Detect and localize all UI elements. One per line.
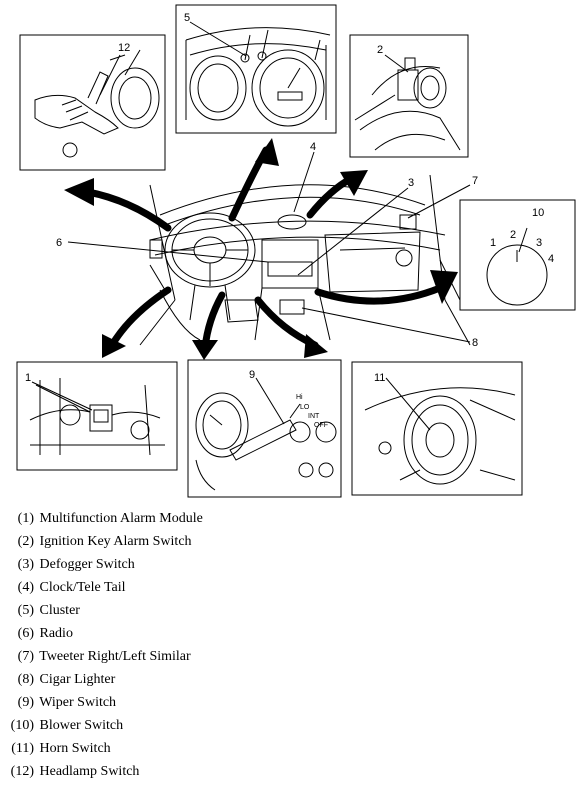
callout-3: 3 [408, 177, 414, 189]
legend-item: (6) Radio [0, 622, 583, 645]
legend-label: Radio [39, 626, 73, 641]
dial-position-2: 2 [510, 229, 516, 241]
alarm-module-detail [29, 378, 165, 456]
legend-item: (2) Ignition Key Alarm Switch [0, 530, 583, 553]
leader-1 [31, 381, 93, 411]
leader-6 [67, 241, 269, 263]
legend-label: Defogger Switch [39, 557, 135, 572]
legend-item: (4) Clock/Tele Tail [0, 576, 583, 599]
dashboard-diagram: 12 5 2 4 3 7 6 10 8 1 9 11 1 2 3 4 Hi LO… [16, 4, 576, 498]
ignition-switch-detail [354, 57, 461, 151]
callout-11: 11 [374, 372, 385, 384]
leader-3 [297, 187, 409, 276]
inset-blower-switch [459, 199, 576, 311]
legend-label: Headlamp Switch [39, 764, 140, 779]
inset-horn-switch [351, 361, 523, 496]
callout-12: 12 [118, 42, 130, 54]
inset-cluster [175, 4, 337, 134]
legend-label: Wiper Switch [39, 695, 117, 710]
legend-item: (11) Horn Switch [0, 737, 583, 760]
wiper-position-off: OFF [314, 422, 328, 429]
callout-2: 2 [377, 44, 383, 56]
legend-item: (1) Multifunction Alarm Module [0, 507, 583, 530]
legend-item: (10) Blower Switch [0, 714, 583, 737]
legend-item: (5) Cluster [0, 599, 583, 622]
blower-switch-detail [486, 227, 548, 306]
leader-lines [31, 21, 471, 431]
callout-10: 10 [532, 207, 544, 219]
inset-wiper-switch [187, 359, 342, 498]
wiper-position-lo: LO [300, 404, 310, 411]
legend-item: (12) Headlamp Switch [0, 760, 583, 783]
inset-headlamp-switch [19, 34, 166, 171]
legend-number: (11) [11, 741, 34, 756]
legend-item: (9) Wiper Switch [0, 691, 583, 714]
callout-8: 8 [472, 337, 478, 349]
arrow-to-blower-switch [314, 284, 444, 305]
arrow-to-ignition-switch [306, 174, 356, 219]
arrow-to-alarm-module [108, 286, 172, 349]
dial-position-3: 3 [536, 237, 542, 249]
leader-8 [301, 307, 471, 343]
blower-knob [486, 244, 548, 306]
legend-number: (2) [17, 534, 34, 549]
headlamp-switch-detail [34, 49, 160, 158]
inset-alarm-module [16, 361, 178, 471]
legend-label: Ignition Key Alarm Switch [39, 534, 192, 549]
legend-label: Cigar Lighter [39, 672, 116, 687]
leader-5 [189, 21, 247, 57]
component-legend: (1) Multifunction Alarm Module (2) Ignit… [0, 507, 583, 783]
legend-item: (7) Tweeter Right/Left Similar [0, 645, 583, 668]
callout-1: 1 [25, 372, 31, 384]
legend-label: Tweeter Right/Left Similar [39, 649, 191, 664]
callout-6: 6 [56, 237, 62, 249]
legend-label: Multifunction Alarm Module [39, 511, 203, 526]
legend-number: (1) [17, 511, 34, 526]
callout-7: 7 [472, 175, 478, 187]
arrowhead-blower [430, 270, 458, 304]
dial-position-4: 4 [548, 253, 554, 265]
arrowhead-horn [304, 334, 328, 358]
arrowhead-wiper [192, 340, 218, 360]
leader-9 [255, 377, 285, 425]
leader-12 [99, 54, 121, 96]
arrowhead-alarm [102, 334, 126, 358]
legend-number: (10) [10, 718, 34, 733]
inset-ignition-key-switch [349, 34, 469, 158]
legend-label: Horn Switch [39, 741, 111, 756]
dial-position-1: 1 [490, 237, 496, 249]
legend-number: (12) [10, 764, 34, 779]
leader-2 [384, 54, 409, 73]
wiper-position-hi: Hi [296, 394, 303, 401]
arrowhead-ignition [340, 170, 368, 196]
arrowhead-cluster [255, 138, 279, 166]
legend-number: (4) [17, 580, 34, 595]
dashboard-overview [139, 174, 471, 346]
horn-switch-detail [364, 387, 516, 485]
legend-label: Cluster [39, 603, 80, 618]
wiper-switch-detail [195, 392, 337, 491]
legend-label: Blower Switch [39, 718, 124, 733]
legend-number: (7) [17, 649, 34, 664]
leader-7 [407, 184, 471, 219]
legend-number: (5) [17, 603, 34, 618]
callout-5: 5 [184, 12, 190, 24]
legend-number: (3) [17, 557, 34, 572]
legend-number: (9) [17, 695, 34, 710]
legend-item: (8) Cigar Lighter [0, 668, 583, 691]
leader-4 [293, 151, 315, 213]
legend-number: (6) [17, 626, 34, 641]
callout-4: 4 [310, 141, 316, 153]
arrow-to-headlamp-switch [84, 188, 172, 232]
legend-item: (3) Defogger Switch [0, 553, 583, 576]
legend-label: Clock/Tele Tail [39, 580, 126, 595]
cluster-detail [185, 27, 331, 127]
legend-number: (8) [17, 672, 34, 687]
callout-9: 9 [249, 369, 255, 381]
wiper-position-int: INT [308, 413, 320, 420]
leader-11 [385, 377, 431, 431]
arrowhead-headlamp [64, 178, 94, 206]
